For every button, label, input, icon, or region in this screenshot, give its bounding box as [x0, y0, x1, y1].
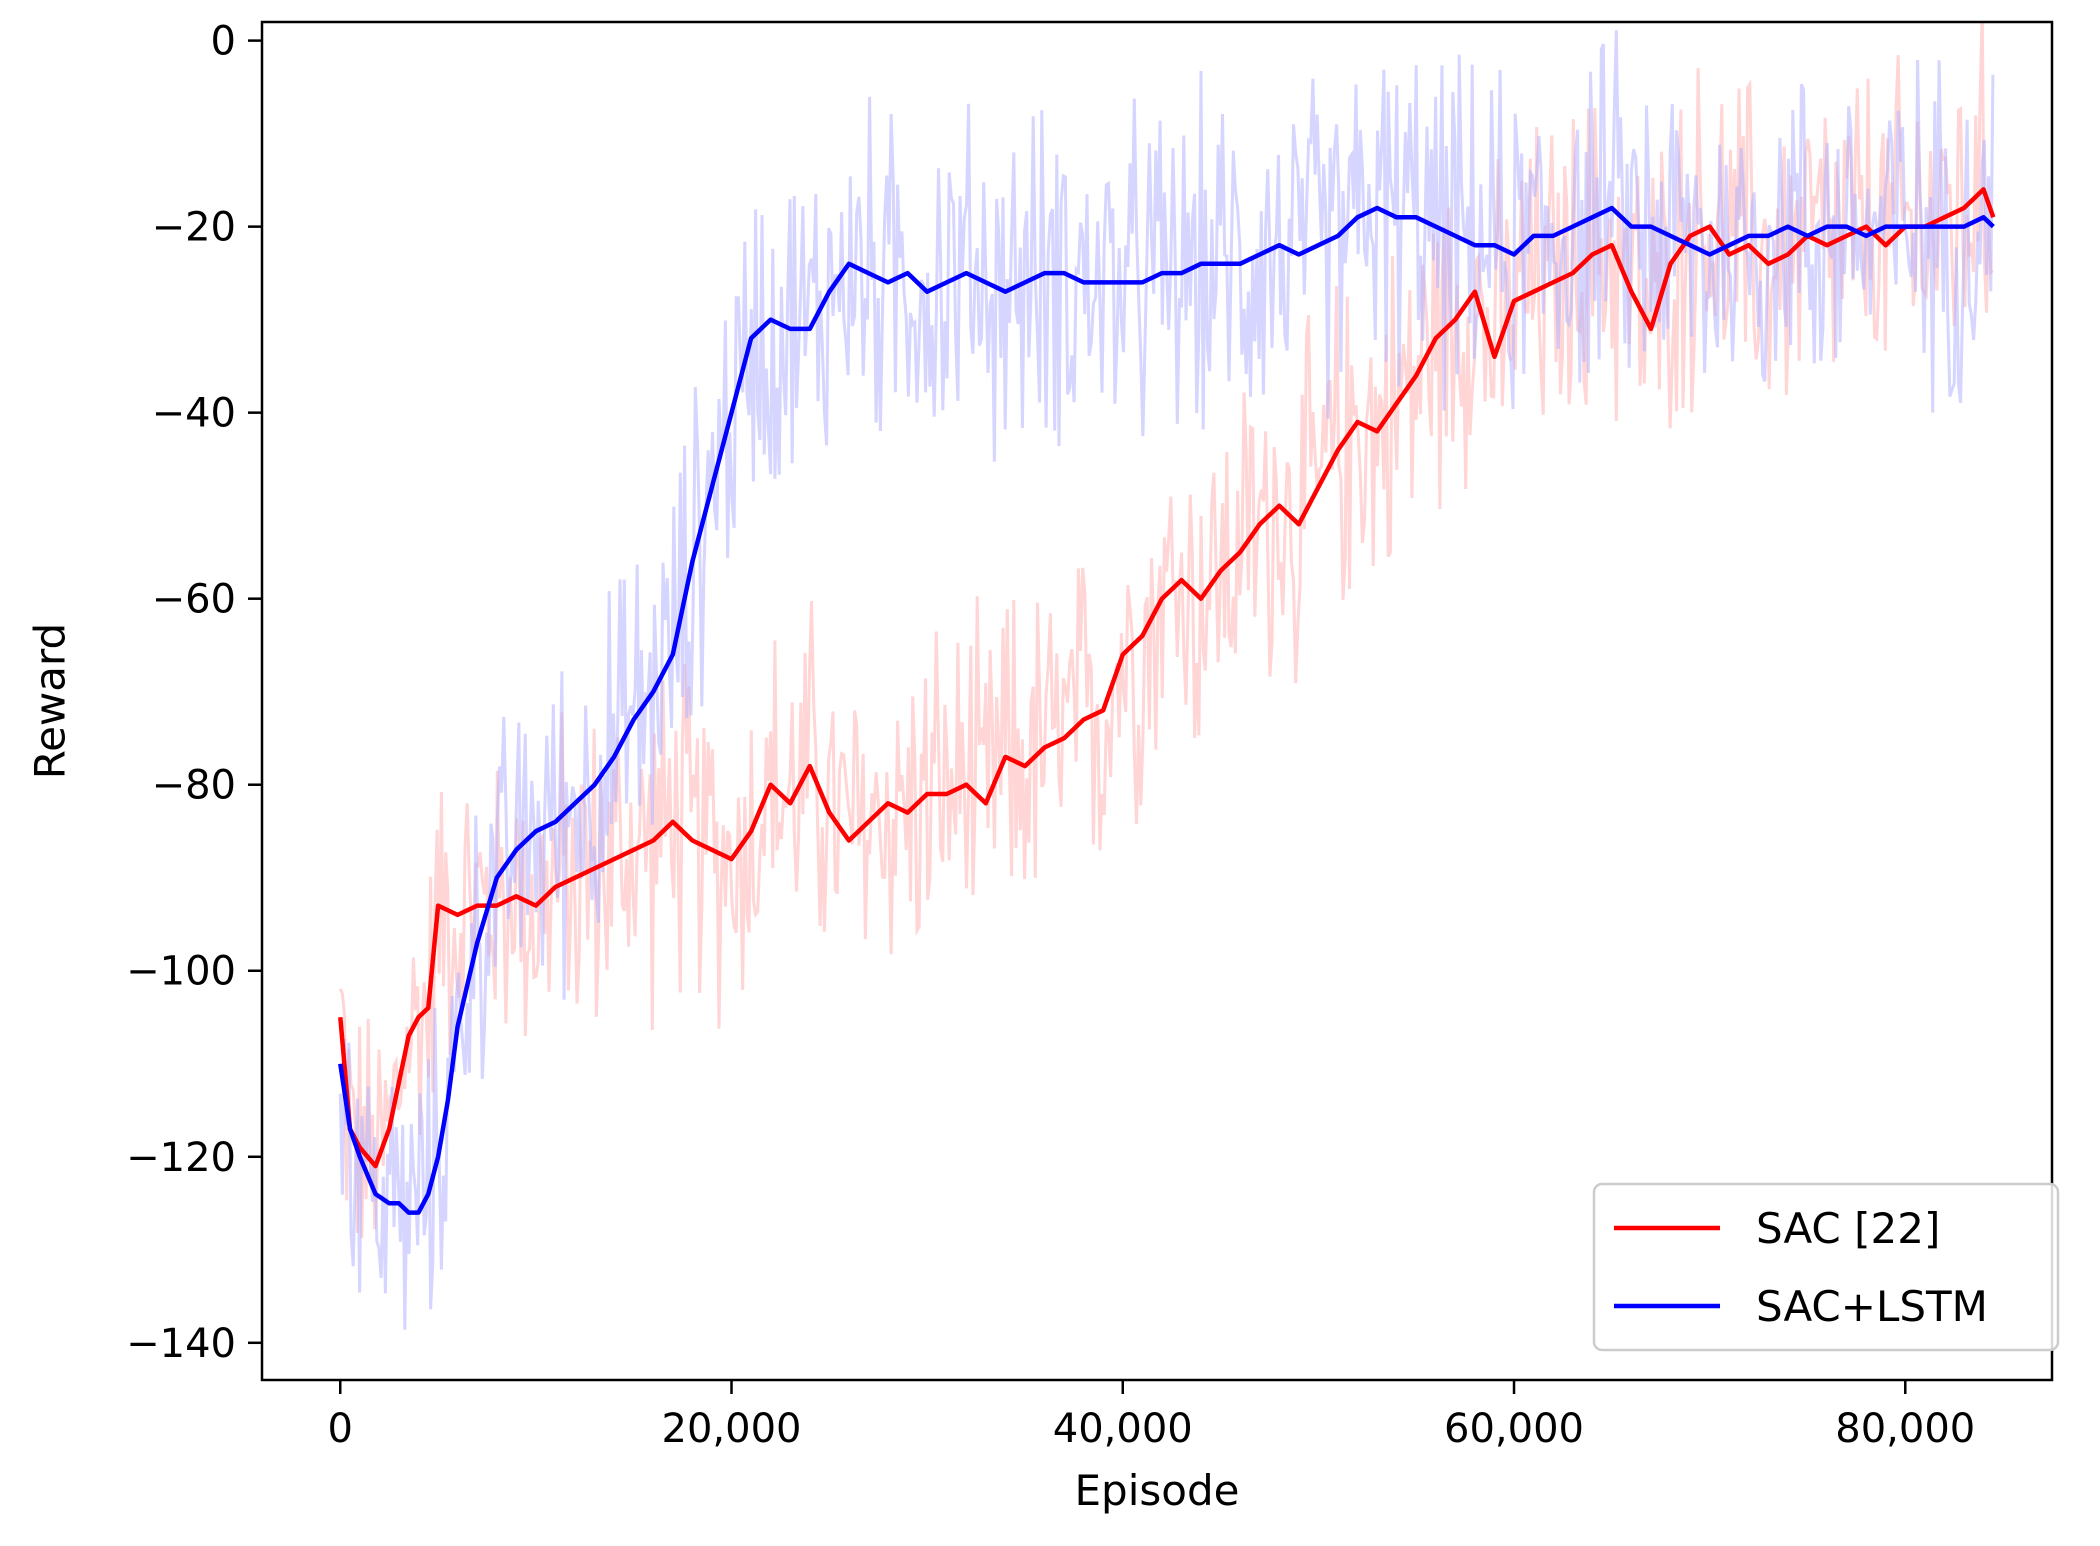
x-tick-label: 80,000	[1835, 1406, 1975, 1452]
raw-trace-1	[338, 30, 1995, 1330]
y-tick-label: −20	[152, 205, 236, 251]
x-tick-label: 40,000	[1053, 1406, 1193, 1452]
y-tick-label: −120	[126, 1135, 236, 1181]
y-tick-label: −60	[152, 577, 236, 623]
y-tick-label: −80	[152, 763, 236, 809]
x-tick-label: 60,000	[1444, 1406, 1584, 1452]
series-line-0	[338, 187, 1996, 1169]
legend-label-0: SAC [22]	[1756, 1204, 1940, 1253]
y-tick-label: 0	[211, 19, 236, 65]
x-tick-label: 0	[328, 1406, 353, 1452]
y-axis-label: Reward	[26, 623, 75, 779]
axes: 0 20,000 40,000 60,000 80,000 0 −20 −40 −60 −80 −1…	[126, 19, 2054, 1452]
series-line-1	[338, 205, 1995, 1215]
legend: SAC [22] SAC+LSTM	[1592, 1182, 2060, 1352]
axes-frame	[260, 20, 2054, 1382]
y-tick-label: −40	[152, 391, 236, 437]
legend-box	[1592, 1182, 2060, 1352]
legend-label-1: SAC+LSTM	[1756, 1282, 1988, 1331]
plot-area	[338, 22, 1996, 1330]
y-tick-label: −140	[126, 1321, 236, 1367]
y-tick-label: −100	[126, 949, 236, 995]
x-tick-label: 20,000	[662, 1406, 802, 1452]
x-axis-label: Episode	[1075, 1466, 1240, 1515]
